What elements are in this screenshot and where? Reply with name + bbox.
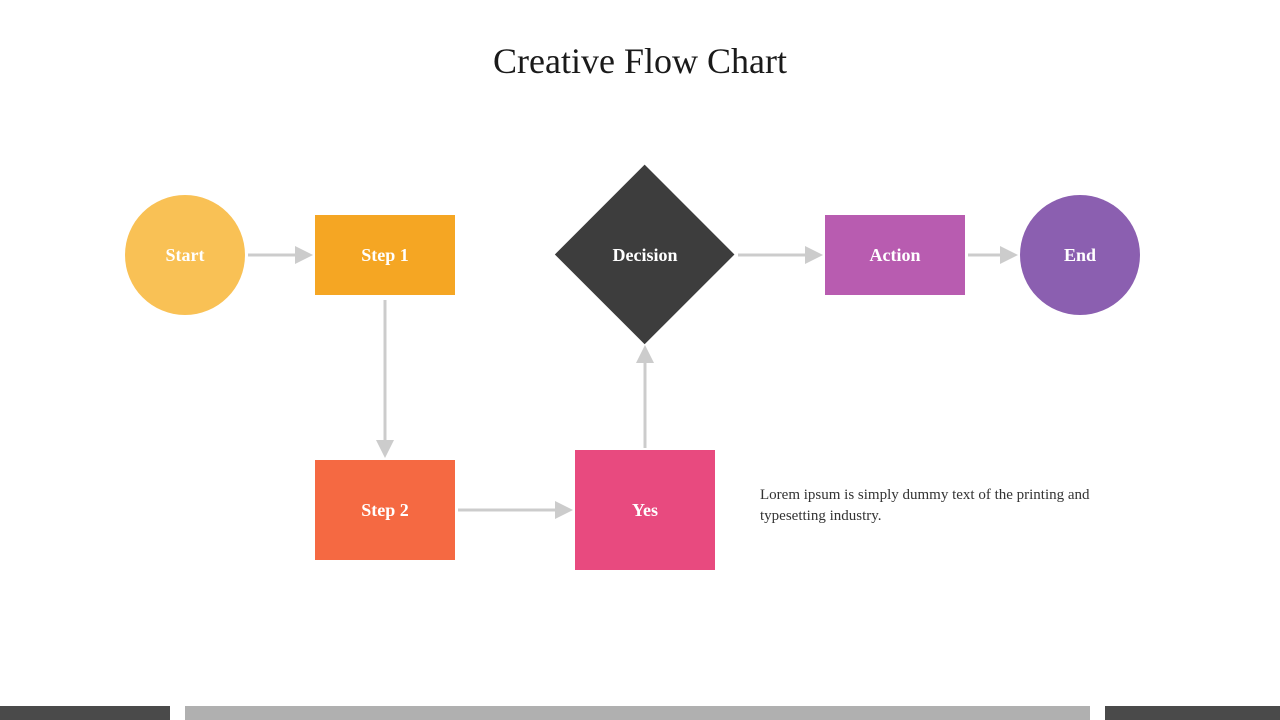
node-label-decision: Decision	[555, 165, 735, 345]
footer-bar-2	[1105, 706, 1280, 720]
node-end: End	[1020, 195, 1140, 315]
flowchart-canvas: Start Step 1 Decision Action End Step 2 Yes	[0, 0, 1280, 720]
node-decision: Decision	[555, 165, 735, 345]
flowchart-arrows	[0, 0, 1280, 720]
node-action: Action	[825, 215, 965, 295]
footer-bar-0	[0, 706, 170, 720]
node-step2: Step 2	[315, 460, 455, 560]
caption-text: Lorem ipsum is simply dummy text of the …	[760, 485, 1100, 527]
footer-bar-1	[185, 706, 1090, 720]
node-start: Start	[125, 195, 245, 315]
node-yes: Yes	[575, 450, 715, 570]
node-step1: Step 1	[315, 215, 455, 295]
